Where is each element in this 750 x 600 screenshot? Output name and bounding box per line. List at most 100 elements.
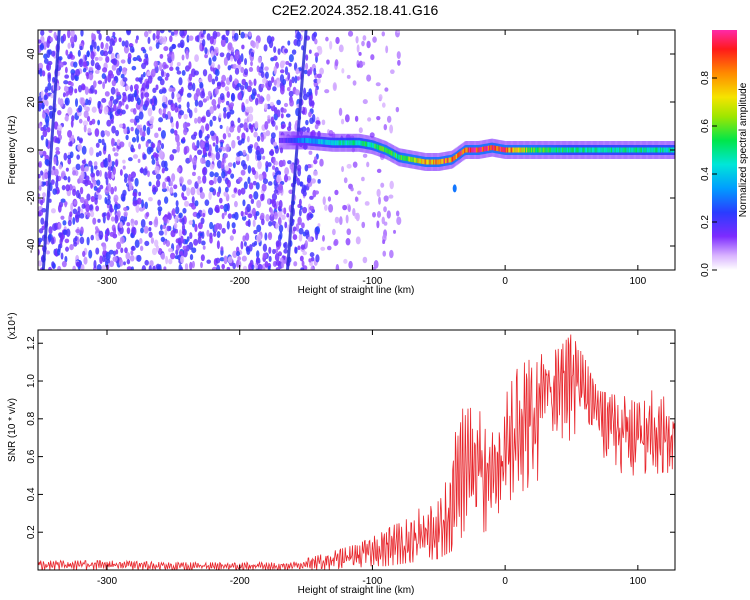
noise-speckle (65, 91, 69, 97)
noise-speckle (38, 149, 43, 156)
noise-speckle (104, 91, 110, 97)
noise-speckle (147, 107, 153, 117)
ridge-core (474, 147, 477, 153)
noise-speckle (200, 33, 204, 38)
noise-speckle (112, 166, 116, 176)
noise-speckle (130, 144, 134, 153)
noise-speckle (256, 234, 262, 243)
colorbar-tick-label: 0.8 (700, 71, 711, 85)
noise-speckle (265, 213, 270, 222)
noise-speckle (223, 191, 229, 197)
noise-speckle (256, 93, 261, 98)
noise-speckle (117, 108, 121, 114)
noise-speckle (50, 237, 55, 245)
noise-speckle (277, 217, 282, 226)
noise-speckle (181, 69, 186, 76)
noise-speckle (167, 177, 171, 183)
noise-speckle (145, 140, 149, 148)
noise-speckle (376, 168, 382, 174)
noise-speckle (273, 55, 278, 62)
noise-speckle (238, 91, 242, 101)
noise-speckle (309, 213, 314, 219)
noise-speckle (169, 180, 174, 187)
noise-speckle (215, 151, 221, 161)
noise-speckle (386, 210, 391, 219)
noise-speckle (176, 244, 180, 251)
noise-speckle (292, 234, 298, 241)
noise-speckle (250, 125, 254, 133)
noise-speckle (155, 179, 161, 188)
noise-speckle (48, 105, 53, 111)
noise-speckle (314, 38, 318, 45)
noise-speckle (158, 230, 164, 236)
noise-speckle (72, 208, 78, 215)
ridge-core (300, 137, 303, 143)
noise-speckle (242, 265, 248, 270)
noise-speckle (140, 92, 144, 100)
noise-speckle (113, 227, 117, 236)
noise-speckle (125, 134, 129, 141)
noise-speckle (129, 45, 135, 53)
ridge-core (644, 147, 647, 153)
noise-speckle (241, 215, 247, 221)
noise-speckle (58, 56, 63, 61)
noise-speckle (144, 259, 149, 266)
noise-speckle (73, 61, 78, 68)
noise-speckle (127, 94, 131, 103)
noise-speckle (181, 184, 187, 192)
noise-speckle (332, 82, 337, 92)
noise-speckle (121, 40, 126, 47)
noise-speckle (109, 38, 115, 46)
noise-speckle (86, 51, 90, 57)
noise-speckle (47, 49, 52, 56)
noise-speckle (232, 262, 236, 270)
ridge-core (355, 140, 357, 146)
noise-speckle (202, 212, 206, 218)
ridge-core (556, 147, 558, 153)
ridge-core (381, 146, 384, 152)
noise-speckle (75, 163, 81, 171)
noise-speckle (48, 226, 53, 235)
noise-speckle (110, 186, 115, 195)
noise-speckle (229, 74, 233, 83)
noise-speckle (87, 180, 92, 186)
noise-speckle (104, 196, 108, 204)
noise-speckle (67, 176, 71, 183)
noise-speckle (202, 147, 207, 156)
noise-speckle (48, 30, 53, 34)
noise-speckle (229, 102, 235, 108)
snr-y-axis-label: SNR (10 * v/v) (7, 398, 18, 462)
ridge-core (559, 147, 562, 153)
noise-speckle (288, 54, 294, 63)
noise-speckle (90, 182, 93, 189)
ridge-core (351, 140, 354, 146)
noise-speckle (199, 42, 203, 52)
noise-speckle (356, 44, 360, 53)
noise-speckle (193, 238, 199, 246)
noise-speckle (146, 170, 150, 178)
noise-speckle (173, 184, 178, 190)
noise-speckle (309, 117, 314, 125)
noise-speckle (222, 107, 227, 113)
noise-speckle (78, 118, 83, 124)
noise-speckle (41, 70, 46, 77)
x-tick-label: -200 (230, 276, 250, 287)
ridge-core (290, 137, 293, 143)
noise-speckle (113, 152, 119, 157)
noise-speckle (97, 56, 103, 61)
noise-speckle (178, 212, 183, 219)
ridge-core (401, 155, 404, 161)
ridge-core (373, 143, 375, 149)
noise-speckle (200, 116, 206, 123)
noise-speckle (202, 175, 206, 184)
ridge-core (357, 140, 360, 146)
ridge-core (400, 155, 403, 161)
noise-speckle (79, 212, 85, 219)
noise-speckle (83, 256, 88, 265)
noise-speckle (79, 186, 84, 195)
noise-speckle (139, 245, 144, 252)
ridge-core (490, 145, 492, 151)
noise-speckle (97, 119, 101, 126)
noise-speckle (41, 208, 47, 213)
noise-speckle (173, 192, 178, 198)
